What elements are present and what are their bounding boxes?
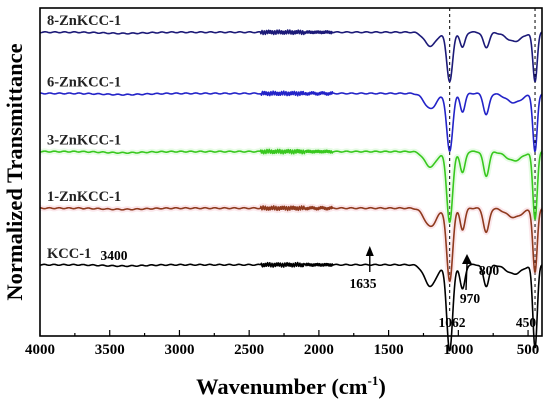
- series-line-3-ZnKCC-1: [39, 148, 543, 223]
- series-line-KCC-1: [39, 261, 543, 352]
- series-label-KCC-1: KCC-1: [47, 246, 91, 262]
- series-label-1-ZnKCC-1: 1-ZnKCC-1: [47, 189, 121, 205]
- series-label-3-ZnKCC-1: 3-ZnKCC-1: [47, 133, 121, 149]
- x-axis-title-end: ): [378, 374, 386, 399]
- plot-frame: [39, 7, 543, 337]
- series-label-6-ZnKCC-1: 6-ZnKCC-1: [47, 74, 121, 90]
- series-line-8-ZnKCC-1: [39, 29, 543, 83]
- series-traces: [37, 29, 545, 352]
- annotation-1062: 1062: [439, 315, 466, 330]
- arrow-head-1635: [365, 246, 374, 256]
- x-tick-label-1000: 1000: [443, 342, 473, 358]
- arrow-head-970: [462, 254, 472, 264]
- annotation-450: 450: [516, 315, 537, 330]
- y-axis-title: Normalized Transmittance: [2, 43, 27, 300]
- x-tick-label-3500: 3500: [95, 342, 125, 358]
- series-line-6-ZnKCC-1: [39, 90, 543, 152]
- x-tick-label-500: 500: [517, 342, 540, 358]
- x-tick-label-2500: 2500: [234, 342, 264, 358]
- annotations: 3400 1635 970 800 1062 450: [101, 246, 537, 330]
- reference-lines: [449, 8, 536, 312]
- series-labels: 8-ZnKCC-1 6-ZnKCC-1 3-ZnKCC-1 1-ZnKCC-1 KCC-…: [47, 13, 121, 262]
- x-tick-label-1500: 1500: [374, 342, 404, 358]
- x-tick-label-2000: 2000: [304, 342, 334, 358]
- series-label-8-ZnKCC-1: 8-ZnKCC-1: [47, 13, 121, 29]
- x-axis-title-main: Wavenumber (cm: [196, 374, 368, 399]
- x-axis-title: Wavenumber (cm-1): [196, 373, 386, 399]
- annotation-3400: 3400: [101, 248, 128, 263]
- annotation-1635: 1635: [350, 276, 377, 291]
- x-axis-title-superscript: -1: [368, 373, 379, 388]
- annotation-970: 970: [460, 291, 481, 306]
- series-line-1-ZnKCC-1: [39, 205, 543, 282]
- x-tick-label-4000: 4000: [25, 342, 55, 358]
- arrow-970: [465, 263, 468, 291]
- annotation-800: 800: [479, 263, 500, 278]
- x-tick-label-3000: 3000: [164, 342, 194, 358]
- x-ticks: 4000 3500 3000 2500 2000 1500 1000 500: [25, 330, 539, 358]
